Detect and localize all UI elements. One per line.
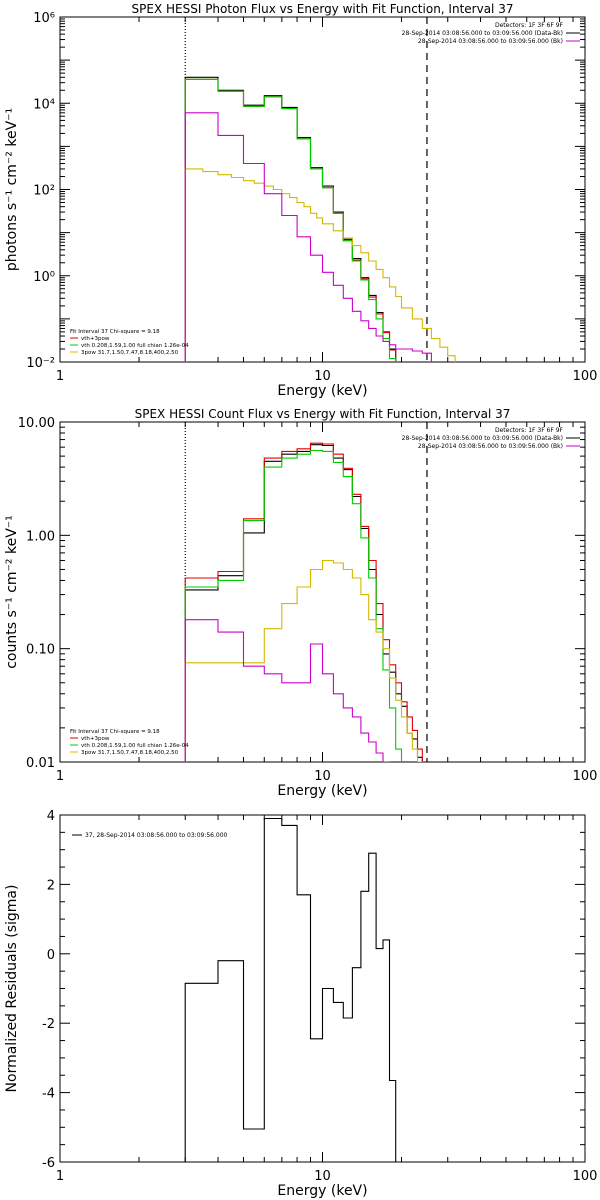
- y-tick-label: -2: [42, 1017, 55, 1032]
- x-tick-label: 10: [314, 1169, 331, 1184]
- legend-text: vth+3pow: [81, 336, 110, 342]
- legend-text: Fit Interval 37 Chi-square = 9.18: [70, 329, 160, 335]
- x-axis-label: Energy (keV): [277, 783, 367, 799]
- legend-text: Fit Interval 37 Chi-square = 9.18: [70, 729, 160, 735]
- x-tick-label: 1: [56, 369, 64, 384]
- chart-title: SPEX HESSI Photon Flux vs Energy with Fi…: [132, 2, 514, 16]
- series-line-3pow: [184, 168, 456, 362]
- x-tick-label: 1: [56, 769, 64, 784]
- series-line-vth: [184, 449, 403, 762]
- x-tick-label: 100: [573, 369, 598, 384]
- chart-panel-3: 1 10 100 -6 -4 -2 0 2 4 Energy (keV) Normalized Re…: [4, 809, 598, 1199]
- x-tick-label: 100: [573, 1169, 598, 1184]
- y-tick-label: 10⁴: [33, 97, 55, 112]
- x-tick-label: 10: [314, 369, 331, 384]
- x-tick-label: 10: [314, 769, 331, 784]
- x-tick-label: 1: [56, 1169, 64, 1184]
- legend-text: 37, 28-Sep-2014 03:08:56.000 to 03:09:56…: [85, 832, 228, 839]
- x-axis-label: Energy (keV): [277, 383, 367, 399]
- legend-text: vth 0.208,1.59,1.00 full chian 1.26e-04: [81, 743, 189, 749]
- header-text: Detectors: 1F 3F 6F 9F: [495, 22, 564, 29]
- header-text: 28-Sep-2014 03:08:56.000 to 03:09:56.000…: [418, 38, 563, 45]
- series-line-3pow: [184, 559, 423, 762]
- chart-title: SPEX HESSI Count Flux vs Energy with Fit…: [135, 407, 511, 421]
- header-text: 28-Sep-2014 03:08:56.000 to 03:09:56.000…: [402, 435, 563, 442]
- series-line-data-bk: [184, 76, 397, 362]
- y-axis-label: Normalized Residuals (sigma): [4, 885, 20, 1093]
- y-tick-label: 10²: [33, 184, 55, 199]
- series-line-residual: [184, 817, 397, 1162]
- x-axis-label: Energy (keV): [277, 1183, 367, 1199]
- y-tick-label: 0: [47, 948, 55, 963]
- y-tick-label: 0.01: [26, 756, 55, 771]
- series-line-vth-3pow: [184, 78, 397, 362]
- y-tick-label: 10.00: [18, 416, 55, 431]
- y-tick-label: 4: [47, 809, 55, 824]
- series-line-vth: [184, 78, 397, 362]
- chart-panel-2: 1 10 100 0.01 0.10 1.00 10.00 SPEX HESSI Count …: [4, 407, 598, 799]
- legend-text: vth 0.208,1.59,1.00 full chian 1.26e-04: [81, 343, 189, 349]
- header-text: 28-Sep-2014 03:08:56.000 to 03:09:56.000…: [402, 30, 563, 37]
- legend-text: vth+3pow: [81, 736, 110, 742]
- series-line-vth-3pow: [184, 442, 423, 762]
- legend-text: 3pow 31.7,1.50,7.47,8.18,400,2.50: [81, 350, 179, 356]
- plot-frame: [59, 16, 586, 363]
- y-tick-label: -6: [42, 1156, 55, 1171]
- y-axis-label: counts s⁻¹ cm⁻² keV⁻¹: [4, 515, 20, 669]
- plot-frame: [59, 421, 586, 763]
- y-tick-label: 2: [47, 878, 55, 893]
- y-tick-label: 1.00: [26, 529, 55, 544]
- header-text: 28-Sep-2014 03:08:56.000 to 03:09:56.000…: [418, 443, 563, 450]
- y-axis-label: photons s⁻¹ cm⁻² keV⁻¹: [4, 108, 20, 271]
- series-line-data-bk: [184, 444, 423, 762]
- y-tick-label: 10⁶: [33, 11, 55, 26]
- plot-area: [184, 817, 397, 1162]
- y-tick-label: 0.10: [26, 643, 55, 658]
- y-tick-label: 10⁻²: [26, 356, 55, 371]
- header-text: Detectors: 1F 3F 6F 9F: [495, 427, 564, 434]
- x-tick-label: 100: [573, 769, 598, 784]
- series-line-bk: [184, 112, 432, 362]
- plot-area: [184, 442, 423, 762]
- legend-text: 3pow 31.7,1.50,7.47,8.18,400,2.50: [81, 750, 179, 756]
- plot-area: [184, 76, 456, 362]
- chart-panel-1: 1 10 100 10⁻² 10⁰ 10² 10⁴ 10⁶ SPEX HESSI Photon …: [4, 2, 598, 399]
- y-tick-label: 10⁰: [33, 270, 55, 285]
- series-line-bk: [184, 619, 391, 762]
- y-tick-label: -4: [42, 1087, 55, 1102]
